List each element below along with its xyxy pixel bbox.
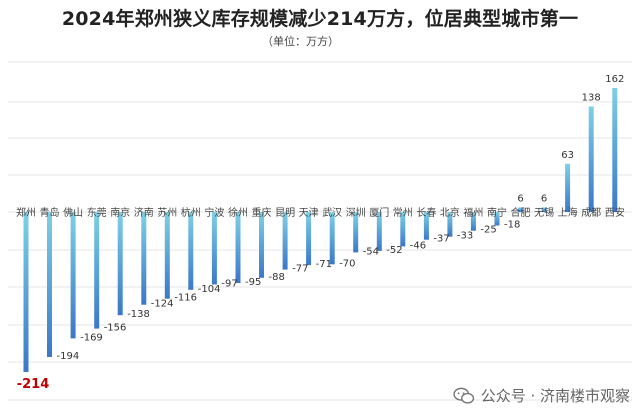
value-label: -95	[245, 277, 261, 288]
value-label: 63	[561, 150, 574, 161]
category-label: 南京	[110, 206, 130, 219]
bar-天津	[306, 212, 312, 266]
value-label: 6	[517, 193, 523, 204]
bar-深圳	[353, 212, 359, 253]
bar-厦门	[376, 212, 382, 251]
value-label: -77	[292, 264, 308, 275]
bar-重庆	[259, 212, 264, 278]
value-label: -70	[339, 258, 355, 269]
bar-常州	[400, 212, 406, 247]
category-label: 合肥	[511, 206, 531, 219]
bar-上海	[565, 163, 571, 212]
category-label: 深圳	[346, 207, 366, 219]
category-label: 长春	[416, 207, 436, 219]
value-label: 6	[541, 193, 547, 204]
category-label: 杭州	[181, 206, 201, 219]
bar-合肥	[518, 207, 523, 212]
wechat-icon	[453, 387, 474, 404]
value-label: -124	[151, 299, 174, 310]
bar-宁波	[211, 212, 217, 285]
chart-unit-label: （单位：万方）	[262, 35, 339, 48]
value-label: 162	[605, 74, 624, 85]
bar-武汉	[329, 212, 335, 265]
value-label: -52	[386, 245, 402, 256]
labels: 郑州 -214 青岛 -194 佛山 -169 东莞 -156 南京 -138 济南 -124 苏州 -1…	[16, 74, 625, 392]
bar-北京	[447, 212, 453, 237]
category-label: 厦门	[369, 206, 389, 219]
bar-杭州	[188, 212, 194, 290]
value-label: -194	[57, 351, 80, 362]
bar-苏州	[164, 212, 170, 299]
category-label: 天津	[299, 207, 319, 219]
bar-郑州	[23, 212, 29, 372]
chart-title: 2024年郑州狭义库存规模减少214万方，位居典型城市第一	[61, 8, 579, 30]
value-label: -18	[504, 220, 520, 231]
value-label: -71	[316, 259, 332, 270]
bar-昆明	[282, 212, 288, 270]
value-label: -104	[198, 284, 221, 295]
bar-东莞	[94, 212, 100, 329]
value-label: -169	[80, 332, 103, 343]
value-label: -46	[410, 240, 426, 251]
category-label: 重庆	[252, 206, 272, 219]
bar-南宁	[494, 212, 500, 226]
bar-济南	[141, 212, 147, 305]
category-label: 青岛	[40, 206, 60, 219]
category-label: 福州	[463, 206, 483, 219]
bars	[23, 88, 618, 372]
value-label: -54	[363, 246, 379, 257]
category-label: 上海	[558, 206, 578, 219]
value-label: -156	[104, 323, 127, 334]
category-label: 昆明	[275, 207, 295, 219]
category-label: 济南	[134, 206, 154, 219]
value-label: -37	[433, 234, 449, 245]
category-label: 无锡	[534, 206, 554, 219]
value-label: -88	[269, 272, 285, 283]
bar-西安	[612, 88, 618, 212]
category-label: 苏州	[157, 206, 177, 219]
category-label: 郑州	[16, 206, 36, 219]
footer-text: 公众号 · 济南楼市观察	[480, 387, 630, 405]
category-label: 常州	[393, 206, 413, 219]
value-label: 138	[582, 92, 601, 103]
value-label: -138	[127, 309, 150, 320]
bar-南京	[117, 212, 123, 316]
bar-佛山	[70, 212, 76, 339]
value-label: -116	[174, 293, 197, 304]
category-label: 西安	[605, 206, 625, 219]
category-label: 佛山	[63, 206, 83, 219]
value-label: -214	[17, 377, 50, 392]
bar-无锡	[541, 207, 547, 212]
bar-长春	[423, 212, 429, 240]
bar-青岛	[47, 212, 52, 357]
category-label: 南宁	[487, 206, 507, 219]
grid-lines	[8, 61, 632, 401]
value-label: -97	[221, 279, 237, 290]
category-label: 东莞	[87, 206, 107, 219]
bar-徐州	[235, 212, 241, 283]
bar-成都	[588, 106, 594, 212]
category-label: 武汉	[322, 206, 342, 219]
value-label: -33	[457, 231, 473, 242]
category-label: 徐州	[228, 206, 248, 219]
value-label: -25	[480, 225, 496, 236]
category-label: 成都	[581, 207, 601, 219]
footer-watermark: 公众号 · 济南楼市观察	[453, 385, 630, 406]
category-label: 宁波	[204, 206, 224, 219]
category-label: 北京	[440, 206, 460, 219]
bar-福州	[470, 212, 476, 231]
